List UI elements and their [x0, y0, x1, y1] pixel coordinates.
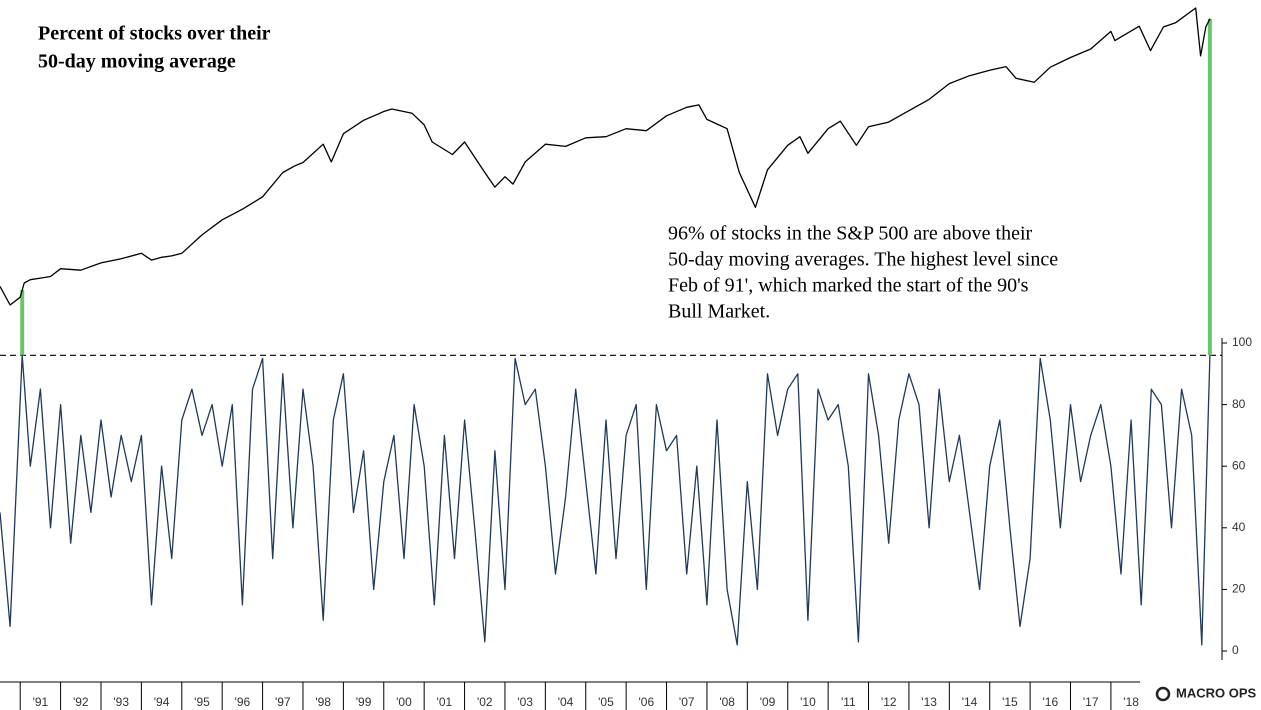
logo-icon	[1155, 686, 1171, 702]
y-tick-label: 20	[1232, 582, 1246, 596]
annotation-line: 96% of stocks in the S&P 500 are above t…	[668, 223, 1033, 245]
x-tick-label: '15	[1002, 695, 1018, 709]
x-tick-label: '96	[235, 695, 251, 709]
x-tick-label: '94	[154, 695, 170, 709]
x-tick-label: '92	[73, 695, 89, 709]
y-tick-label: 60	[1232, 458, 1246, 472]
y-tick-label: 0	[1232, 643, 1239, 657]
x-tick-label: '06	[639, 695, 655, 709]
x-tick-label: '04	[558, 695, 574, 709]
x-tick-label: '10	[800, 695, 816, 709]
logo: MACRO OPS	[1176, 685, 1257, 700]
x-tick-label: '07	[679, 695, 695, 709]
x-tick-label: '05	[598, 695, 614, 709]
x-tick-label: '99	[356, 695, 372, 709]
x-tick-label: '97	[275, 695, 291, 709]
data-line	[0, 7, 1211, 306]
y-tick-label: 100	[1232, 335, 1252, 349]
x-tick-label: '03	[517, 695, 533, 709]
y-tick-label: 80	[1232, 397, 1246, 411]
x-tick-label: '17	[1083, 695, 1099, 709]
x-tick-label: '09	[760, 695, 776, 709]
title-line: Percent of stocks over their	[38, 23, 271, 45]
x-tick-label: '11	[841, 695, 856, 709]
x-tick-label: '02	[477, 695, 493, 709]
x-tick-label: '13	[921, 695, 937, 709]
x-tick-label: '14	[962, 695, 978, 709]
data-line	[0, 354, 1211, 646]
title-line: 50-day moving average	[38, 51, 236, 73]
x-tick-label: '98	[315, 695, 331, 709]
x-tick-label: '91	[33, 695, 49, 709]
x-tick-label: '18	[1123, 695, 1139, 709]
annotation-line: Feb of 91', which marked the start of th…	[668, 275, 1029, 297]
annotation-line: 50-day moving averages. The highest leve…	[668, 249, 1058, 271]
x-tick-label: '08	[719, 695, 735, 709]
y-tick-label: 40	[1232, 520, 1246, 534]
x-tick-label: '12	[881, 695, 897, 709]
x-tick-label: '01	[437, 695, 453, 709]
x-tick-label: '93	[113, 695, 129, 709]
x-tick-label: '00	[396, 695, 412, 709]
x-tick-label: '16	[1042, 695, 1058, 709]
annotation-line: Bull Market.	[668, 301, 770, 323]
x-tick-label: '95	[194, 695, 210, 709]
